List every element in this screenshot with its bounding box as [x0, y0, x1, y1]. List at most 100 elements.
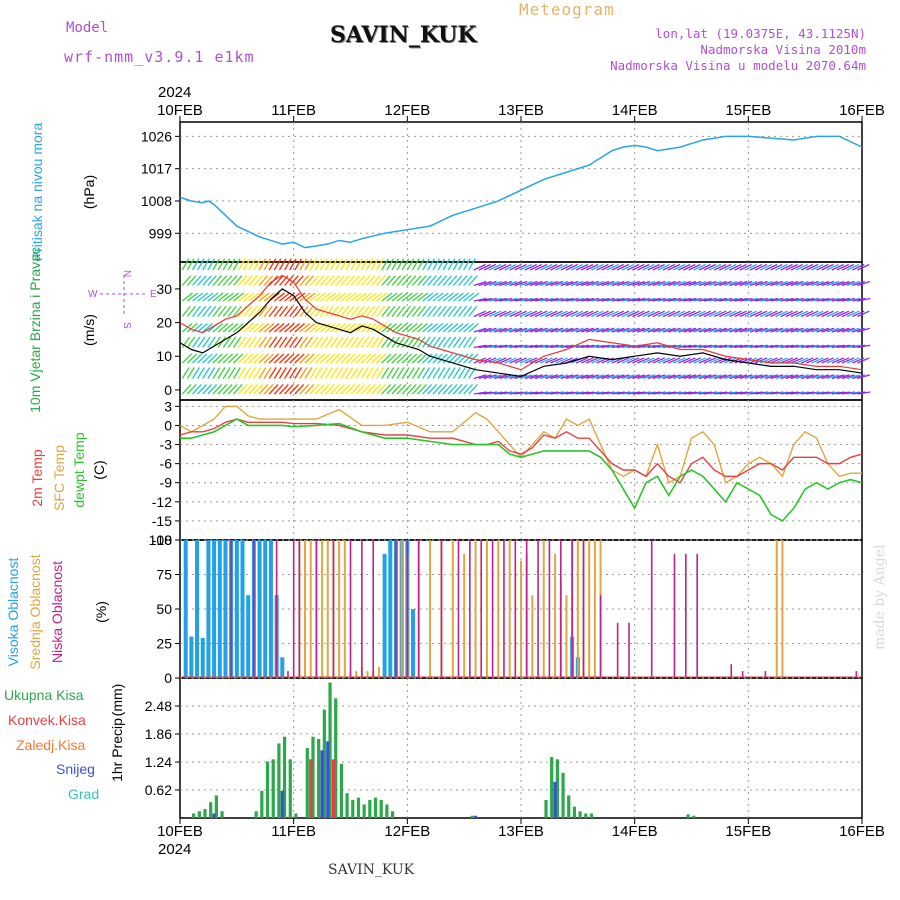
wind-barb [713, 310, 727, 318]
wind-barb [422, 275, 432, 286]
wind-barb [509, 357, 522, 364]
wind-barb [258, 322, 270, 333]
wind-barb [406, 384, 417, 395]
wind-barb [222, 367, 231, 379]
wind-barb [780, 357, 793, 364]
mid-cloud-bar [508, 540, 511, 678]
wind-barb [519, 327, 533, 333]
wind-barb [775, 280, 789, 287]
total-precip-bar [214, 795, 218, 818]
wind-barb [268, 336, 278, 348]
wind-max-line [179, 274, 863, 371]
wind-barb [616, 297, 630, 302]
wind-barb [233, 292, 245, 302]
wind-barb [831, 297, 845, 302]
wind-barb [489, 391, 503, 395]
wind-barb [570, 310, 584, 318]
wind-barb [360, 353, 372, 364]
wind-barb [831, 280, 845, 287]
wind-barb [535, 280, 548, 287]
wind-barb [724, 263, 737, 271]
wind-barb [391, 367, 400, 379]
wind-barb [304, 367, 313, 379]
wind-barb [258, 367, 267, 379]
wind-barb [662, 280, 676, 287]
wind-barb [724, 327, 738, 333]
wind-barb [422, 384, 433, 395]
wind-barb [560, 263, 573, 271]
wind-barb [202, 322, 213, 333]
wind-barb [668, 297, 682, 302]
wind-barb [698, 310, 712, 318]
wind-barb [683, 280, 697, 287]
high-cloud-bar [217, 540, 222, 678]
wind-barb [627, 280, 640, 287]
wind-barb [401, 258, 410, 271]
top-date-tick: 15FEB [725, 102, 771, 119]
wind-barb [760, 344, 774, 349]
wind-barb [841, 327, 855, 333]
wind-barb [775, 391, 789, 395]
low-cloud-bar [616, 622, 619, 678]
wind-barb [785, 327, 799, 333]
wind-barb [847, 344, 861, 349]
wind-barb [601, 357, 614, 364]
wind-barb [698, 327, 712, 333]
wind-barb [488, 327, 502, 333]
mid-cloud-bar [520, 560, 522, 678]
wind-barb [739, 391, 753, 395]
wind-barb [734, 374, 748, 380]
wind-barb [647, 297, 661, 302]
high-cloud-bar [382, 553, 387, 678]
wind-barb [309, 336, 319, 348]
mid-cloud-bar [485, 540, 488, 678]
wind-barb [478, 263, 492, 271]
wind-barb [268, 305, 278, 317]
wind-barb [401, 322, 413, 333]
wind-barb [514, 357, 527, 364]
wind-barb [442, 258, 451, 271]
wind-barb [319, 384, 330, 395]
wind-barb [637, 310, 650, 318]
wind-barb [232, 336, 242, 348]
wind-barb [509, 344, 523, 349]
wind-barb [488, 263, 502, 271]
wind-barb [806, 297, 820, 302]
wind-barb [494, 344, 508, 349]
wind-barb [427, 384, 438, 395]
wind-barb [330, 367, 339, 379]
wind-barb [775, 263, 788, 271]
snow-bar [212, 813, 216, 818]
wind-barb [186, 336, 196, 348]
wind-barb [632, 280, 645, 287]
wind-barb [765, 280, 778, 287]
wind-barb [652, 310, 665, 318]
ytick-label: 30 [156, 281, 172, 297]
wind-barb [217, 384, 228, 395]
wind-barb [273, 305, 283, 317]
wind-barb [473, 391, 487, 395]
wind-barb [555, 297, 569, 302]
ytick-label: -9 [160, 475, 173, 491]
mid-cloud-bar [497, 540, 500, 678]
wind-barb [519, 374, 533, 380]
wind-barb [227, 336, 237, 348]
wind-barb [299, 384, 310, 395]
wind-barb [452, 258, 461, 271]
wind-barb [724, 280, 738, 287]
low-cloud-bar [599, 595, 602, 678]
wind-barb [345, 384, 356, 395]
precip-axis-title: 1hr Precip [109, 718, 125, 782]
wind-barb [529, 374, 543, 380]
wind-barb [499, 280, 512, 287]
wind-barb [713, 263, 727, 271]
wind-barb [396, 384, 407, 395]
wind-barb [596, 280, 610, 287]
wind-barb [376, 367, 385, 379]
wind-barb [606, 391, 620, 395]
wind-barb [309, 322, 321, 333]
wind-barb [345, 292, 357, 302]
wind-barb [621, 357, 635, 364]
wind-barb [360, 258, 369, 271]
wind-barb [319, 258, 328, 271]
